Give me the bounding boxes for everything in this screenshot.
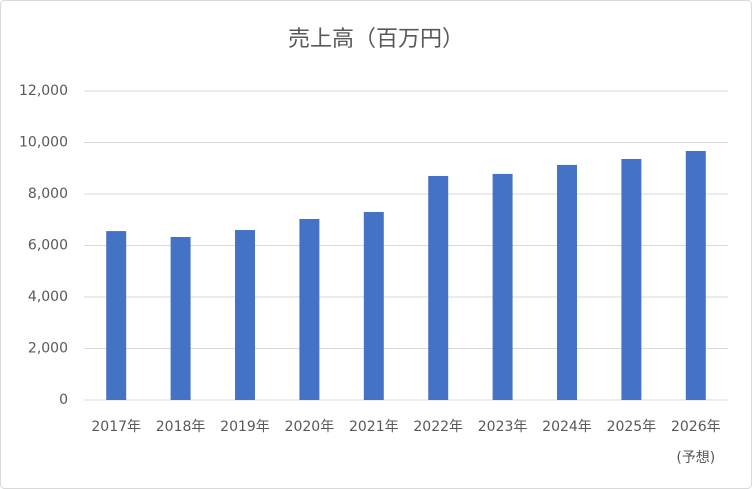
- y-tick-label: 2,000: [28, 341, 68, 357]
- y-tick-label: 6,000: [28, 238, 68, 254]
- x-tick-label: 2023年: [478, 419, 528, 435]
- bar: [557, 164, 577, 400]
- x-tick-label: 2020年: [285, 419, 335, 435]
- x-tick-label: 2025年: [607, 419, 657, 435]
- bar: [621, 158, 642, 400]
- x-tick-label: 2026年(予想): [671, 419, 721, 466]
- bar: [492, 173, 513, 400]
- bar: [299, 218, 320, 400]
- x-tick-label: 2022年: [413, 419, 463, 435]
- y-tick-label: 4,000: [28, 289, 68, 305]
- x-tick-label: 2018年: [156, 419, 206, 435]
- bar: [170, 237, 191, 400]
- bar: [428, 175, 449, 400]
- bar: [106, 231, 127, 400]
- chart-title: 売上高（百万円）: [288, 27, 464, 52]
- y-tick-label: 12,000: [19, 83, 68, 99]
- bar: [363, 212, 384, 400]
- bar: [685, 150, 706, 400]
- x-tick-label: 2021年: [349, 419, 399, 435]
- bar: [235, 230, 255, 400]
- y-tick-label: 10,000: [19, 135, 68, 151]
- y-tick-label: 8,000: [28, 186, 68, 202]
- y-tick-label: 0: [59, 392, 68, 408]
- x-tick-label: 2024年: [542, 419, 592, 435]
- x-tick-label: 2019年: [220, 419, 270, 435]
- x-tick-label: 2017年: [91, 419, 141, 435]
